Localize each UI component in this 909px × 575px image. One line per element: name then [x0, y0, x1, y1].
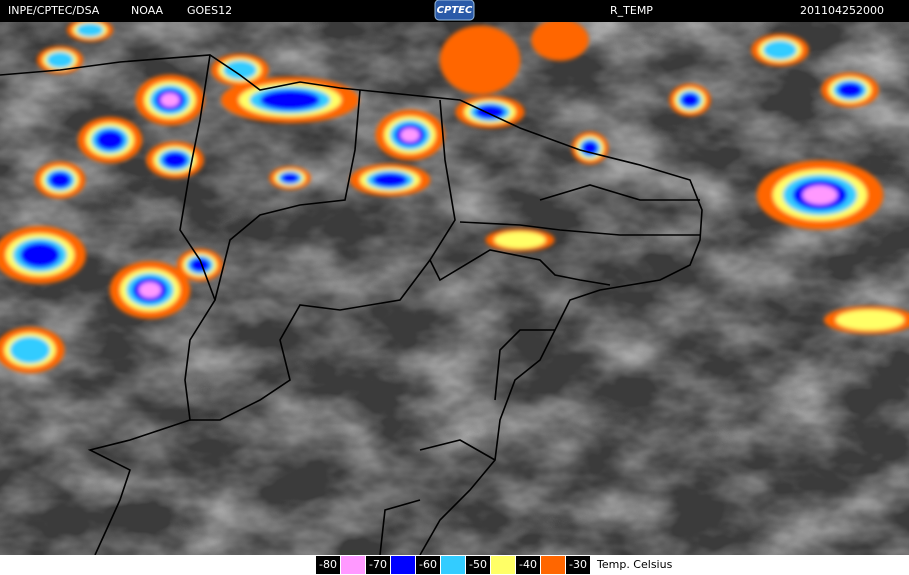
cloud-level [372, 173, 408, 187]
coastline [0, 54, 703, 556]
cloud-level [223, 60, 257, 80]
cloud-level [835, 309, 905, 331]
state-border [459, 184, 700, 236]
legend-label: -30 [569, 558, 587, 571]
cloud-level [260, 90, 320, 110]
cloud-level [439, 25, 521, 95]
cloud-level [46, 51, 74, 69]
legend-label-box [316, 556, 340, 574]
cloud-level [49, 172, 71, 188]
cloud-level [681, 93, 699, 107]
legend-unit: Temp. Celsius [596, 558, 673, 571]
state-border [429, 99, 611, 286]
cloud-level [138, 282, 162, 298]
cloud-level [281, 173, 299, 183]
state-border [214, 89, 361, 301]
legend-swatch [541, 556, 565, 574]
legend-label-box [416, 556, 440, 574]
legend-swatch [491, 556, 515, 574]
satellite: GOES12 [187, 4, 232, 17]
cold-cloud-tops [0, 18, 909, 373]
logo-box [434, 0, 475, 21]
timestamp: 201104252000 [800, 4, 884, 17]
state-border [190, 259, 555, 556]
cloud-level [531, 19, 589, 61]
cloud-level [190, 258, 210, 272]
legend-label: -50 [469, 558, 487, 571]
legend-label: -40 [519, 558, 537, 571]
cloud-level [837, 82, 863, 98]
legend-label-box [516, 556, 540, 574]
cloud-level [76, 23, 104, 37]
borders [0, 54, 703, 556]
cloud-level [763, 40, 797, 60]
product: R_TEMP [610, 4, 653, 17]
cloud-level [20, 242, 60, 268]
legend-label-box [366, 556, 390, 574]
cloud-level [9, 336, 51, 364]
legend-label: -60 [419, 558, 437, 571]
cloud-level [160, 93, 180, 107]
cloud-level [400, 128, 420, 142]
legend-label: -70 [369, 558, 387, 571]
legend-swatch [441, 556, 465, 574]
legend-swatch [391, 556, 415, 574]
legend: -80 -70 -60 -50 -40 -30 Temp. Celsius [316, 556, 673, 574]
cloud-level [802, 185, 838, 205]
state-border [87, 54, 216, 556]
legend-label-box [466, 556, 490, 574]
cloud-level [162, 152, 188, 168]
legend-label: -80 [319, 558, 337, 571]
source: INPE/CPTEC/DSA [8, 4, 100, 17]
legend-swatch [341, 556, 365, 574]
cloud-level [475, 105, 505, 119]
agency: NOAA [131, 4, 164, 17]
cloud-level [494, 231, 546, 249]
logo: CPTEC [437, 5, 473, 16]
cloud-level [96, 130, 124, 150]
legend-label-box [566, 556, 590, 574]
